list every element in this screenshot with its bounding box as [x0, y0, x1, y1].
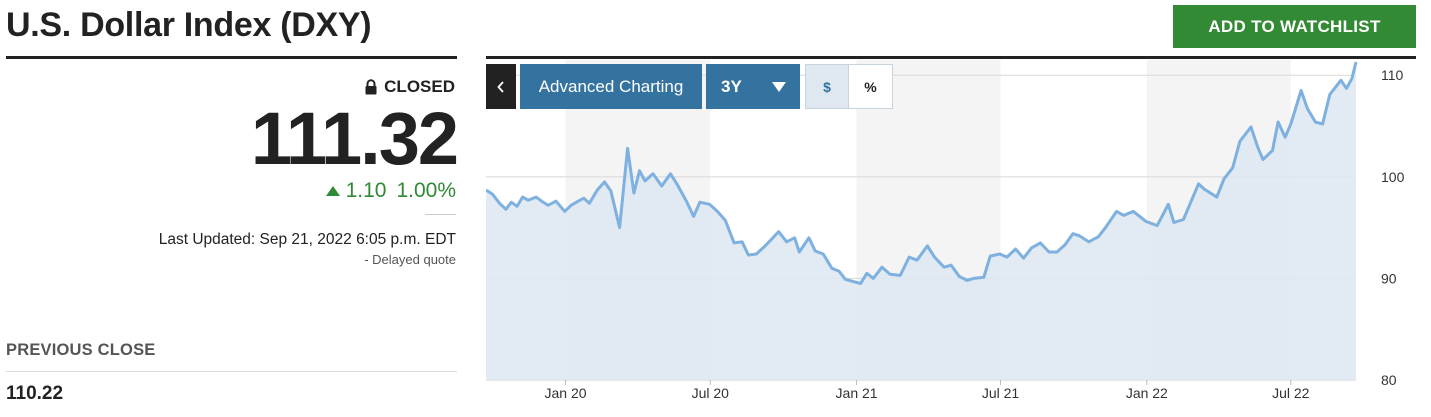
percent-mode-button[interactable]: %: [849, 65, 892, 108]
add-to-watchlist-button[interactable]: ADD TO WATCHLIST: [1173, 5, 1416, 48]
change-value: 1.10: [345, 179, 387, 202]
chevron-left-icon: [497, 80, 504, 93]
price-change: 1.10 1.00%: [325, 179, 456, 203]
market-status: CLOSED: [364, 77, 455, 97]
chevron-down-icon: [772, 81, 786, 92]
market-status-label: CLOSED: [384, 77, 455, 96]
x-tick-label: Jan 22: [1126, 385, 1168, 401]
y-tick-label: 110: [1381, 67, 1404, 83]
lock-icon: [365, 79, 377, 95]
previous-close-label: PREVIOUS CLOSE: [6, 341, 156, 359]
x-tick-label: Jul 20: [692, 385, 730, 401]
delayed-quote-note: - Delayed quote: [364, 252, 456, 267]
last-price: 111.32: [250, 97, 459, 180]
previous-close-value: 110.22: [6, 383, 64, 404]
dollar-mode-button[interactable]: $: [806, 65, 849, 108]
y-tick-label: 90: [1381, 270, 1397, 286]
y-tick-label: 80: [1381, 372, 1397, 388]
price-area: [486, 62, 1356, 380]
change-percent: 1.00%: [396, 179, 456, 202]
y-axis: 80 90 100 110: [1381, 67, 1405, 388]
page-title: U.S. Dollar Index (DXY): [6, 6, 372, 44]
advanced-charting-button[interactable]: Advanced Charting: [520, 64, 702, 109]
value-mode-toggle: $ %: [805, 64, 893, 109]
time-range-label: 3Y: [721, 76, 742, 96]
x-tick-label: Jan 20: [545, 385, 587, 401]
quote-divider: [425, 214, 456, 215]
x-tick-label: Jul 22: [1272, 385, 1310, 401]
last-updated: Last Updated: Sep 21, 2022 6:05 p.m. EDT: [158, 231, 456, 248]
chart-toolbar: Advanced Charting 3Y $ %: [486, 64, 893, 109]
collapse-toolbar-button[interactable]: [486, 64, 516, 109]
header-rule-right: [486, 56, 1416, 59]
previous-close-divider: [6, 371, 457, 372]
y-tick-label: 100: [1381, 169, 1405, 185]
x-tick-label: Jul 21: [982, 385, 1020, 401]
header-rule-left: [6, 56, 457, 59]
time-range-dropdown[interactable]: 3Y: [706, 64, 800, 109]
triangle-up-icon: [325, 186, 340, 196]
x-tick-label: Jan 21: [836, 385, 878, 401]
x-axis: Jan 20 Jul 20 Jan 21 Jul 21 Jan 22 Jul 22: [545, 380, 1310, 401]
price-line: [486, 61, 1358, 285]
